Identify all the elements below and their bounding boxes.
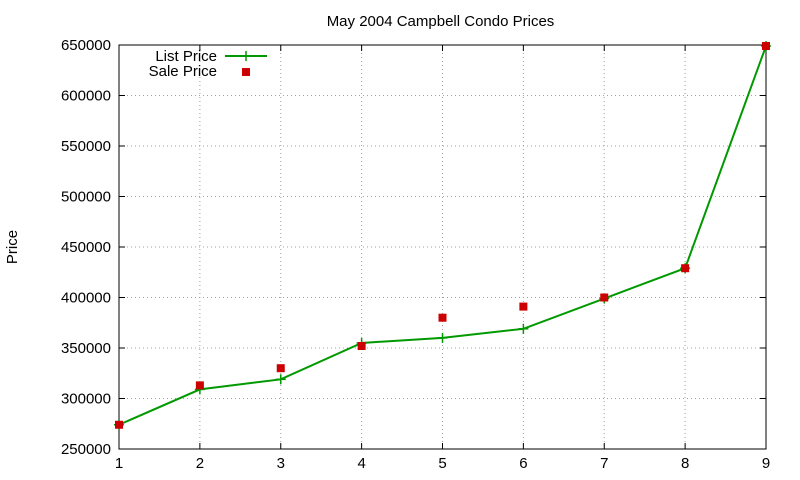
series-0	[114, 41, 771, 430]
x-tick-label: 7	[600, 455, 608, 472]
x-tick-label: 4	[357, 455, 365, 472]
y-tick-label: 500000	[61, 189, 111, 206]
x-tick-label: 5	[438, 455, 446, 472]
series	[114, 41, 771, 430]
y-tick-label: 350000	[61, 340, 111, 357]
legend-label-sale-price: Sale Price	[149, 63, 217, 80]
y-tick-label: 600000	[61, 88, 111, 105]
axis-ticks: 250000 300000 350000 400000 450000 500000 5500…	[61, 37, 770, 472]
y-axis-label: Price	[4, 230, 21, 264]
data-point-sale-price	[276, 364, 285, 373]
data-point-sale-price	[681, 264, 690, 273]
data-point-list-price	[437, 332, 448, 343]
data-point-sale-price	[600, 293, 609, 302]
y-tick-label: 650000	[61, 37, 111, 54]
legend-marker-sale-price	[242, 68, 250, 76]
data-point-sale-price	[195, 381, 204, 390]
grid	[119, 45, 766, 449]
chart-title: May 2004 Campbell Condo Prices	[327, 13, 555, 30]
x-tick-label: 1	[115, 455, 123, 472]
legend: List Price Sale Price	[149, 48, 267, 80]
y-tick-label: 550000	[61, 138, 111, 155]
series-line-list-price	[118, 45, 767, 426]
y-tick-label: 250000	[61, 441, 111, 458]
y-tick-label: 400000	[61, 290, 111, 307]
x-tick-label: 2	[196, 455, 204, 472]
x-tick-label: 8	[681, 455, 689, 472]
y-tick-label: 300000	[61, 391, 111, 408]
x-tick-label: 9	[762, 455, 770, 472]
data-point-list-price	[275, 374, 286, 385]
data-point-sale-price	[438, 313, 447, 322]
x-tick-label: 6	[519, 455, 527, 472]
legend-swatch-sale-price	[242, 68, 250, 76]
series-points-sale-price	[115, 42, 770, 429]
y-tick-label: 450000	[61, 239, 111, 256]
data-point-sale-price	[762, 42, 770, 51]
legend-label-list-price: List Price	[155, 48, 217, 65]
data-point-sale-price	[115, 420, 123, 429]
legend-swatch-list-price	[225, 51, 267, 61]
data-point-sale-price	[357, 341, 366, 350]
data-point-list-price	[518, 323, 529, 334]
x-tick-label: 3	[277, 455, 285, 472]
legend-marker-list-price	[241, 51, 251, 61]
data-point-sale-price	[519, 302, 528, 311]
